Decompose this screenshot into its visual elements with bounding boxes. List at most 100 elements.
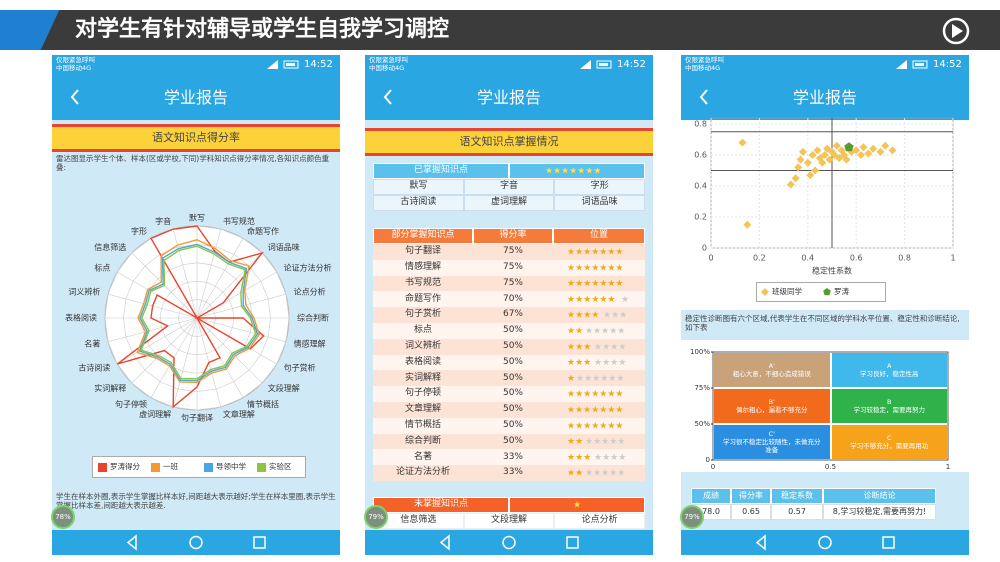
legend-swatch — [98, 463, 107, 472]
partial-rate: 67% — [473, 307, 553, 323]
partial-name: 表格阅读 — [373, 354, 473, 371]
partial-name: 句子赏析 — [373, 307, 473, 323]
partial-rate: 50% — [473, 354, 553, 371]
zone-cell: A 学习良好，稳定性高 — [830, 352, 948, 388]
partial-pos — [553, 259, 645, 276]
partial-name: 词义辨析 — [373, 338, 473, 355]
zone-text: 学习良好，稳定性高 — [860, 370, 919, 378]
legend-label: 罗涛得分 — [110, 462, 140, 471]
section-header: 语文知识点得分率 — [52, 124, 340, 152]
zone-cell: B' 偶尔粗心，漏看不够充分 — [713, 388, 831, 424]
partial-name: 情感理解 — [373, 259, 473, 276]
carrier: 仅限紧急呼叫 — [685, 56, 724, 64]
bottom-bar — [52, 530, 340, 555]
section-header: 语文知识点掌握情况 — [365, 128, 653, 156]
partial-rate: 50% — [473, 433, 553, 450]
legend-swatch — [151, 463, 160, 472]
unmastered-header: 未掌握知识点 — [373, 497, 509, 513]
zone-code: B' — [768, 397, 775, 406]
partial-name: 书写规范 — [373, 275, 473, 292]
result-cell: 78.0 — [691, 504, 731, 520]
mastered-item: 词语品味 — [554, 195, 645, 211]
partial-pos — [553, 386, 645, 402]
legend-label: 一班 — [163, 462, 178, 471]
zone-cell: B 学习较稳定，需要再努力 — [830, 388, 948, 424]
result-cell: 0.65 — [731, 504, 771, 520]
mastered-header: 已掌握知识点 — [373, 163, 509, 179]
partial-rate: 75% — [473, 244, 553, 260]
partial-name: 名著 — [373, 449, 473, 466]
unmastered-item: 文段理解 — [463, 513, 555, 529]
unmastered-item: 论点分析 — [554, 513, 645, 529]
result-header: 稳定系数 — [771, 488, 823, 504]
clock: 14:52 — [304, 59, 333, 70]
partial-name: 综合判断 — [373, 433, 473, 450]
partial-rate: 50% — [473, 370, 553, 387]
nav-bar — [365, 75, 653, 120]
result-header: 诊断结论 — [823, 488, 936, 504]
mastered-item: 字形 — [554, 179, 645, 195]
mastered-item: 默写 — [373, 179, 464, 195]
partial-name: 句子停顿 — [373, 386, 473, 402]
zone-text: 学习较稳定，需要再努力 — [853, 406, 926, 414]
partial-pos — [553, 244, 645, 260]
clock: 14:52 — [933, 59, 962, 70]
nav-title: 学业报告 — [163, 87, 228, 107]
partial-name: 实词解释 — [373, 370, 473, 387]
nav-title: 学业报告 — [476, 87, 541, 107]
partial-pos — [553, 275, 645, 292]
result-cell: 0.57 — [771, 504, 823, 520]
carrier: 中国移动4G — [369, 64, 405, 72]
partial-name: 论证方法分析 — [373, 465, 473, 481]
partial-name: 标点 — [373, 323, 473, 339]
nav-bar — [681, 75, 969, 120]
partial-pos — [553, 370, 645, 387]
partial-rate: 75% — [473, 259, 553, 276]
zone-text: 偶尔粗心，漏看不够充分 — [736, 406, 808, 414]
nav-bar — [52, 75, 340, 120]
zone-code: C' — [768, 429, 775, 438]
mastered-item: 虚词理解 — [463, 195, 555, 211]
zone-code: B — [887, 397, 892, 406]
nav-title: 学业报告 — [792, 87, 857, 107]
partial-rate: 50% — [473, 323, 553, 339]
legend-label: 导领中学 — [216, 462, 246, 471]
partial-pos — [553, 433, 645, 450]
zone-code: A — [887, 361, 892, 370]
partial-header: 得分率 — [473, 228, 553, 244]
result-header: 成绩 — [691, 488, 731, 504]
mastered-item: 字音 — [463, 179, 555, 195]
zone-text: 学习很不稳定比较随性，未做充分准备 — [723, 437, 821, 455]
bottom-bar — [681, 530, 969, 555]
partial-pos — [553, 323, 645, 339]
partial-header: 位置 — [553, 228, 645, 244]
partial-rate: 33% — [473, 465, 553, 481]
partial-name: 命题写作 — [373, 291, 473, 308]
legend-swatch — [257, 463, 266, 472]
header-title: 对学生有针对辅导或学生自我学习调控 — [75, 17, 450, 42]
zone-cell: A' 粗心大意，不细心造成错误 — [713, 352, 831, 388]
partial-pos — [553, 307, 645, 323]
carrier: 中国移动4G — [685, 64, 721, 72]
legend-swatch — [204, 463, 213, 472]
mastered-stars-bg — [509, 163, 645, 179]
legend — [756, 282, 886, 302]
zone-text: 学习不够充分，需要再用功 — [850, 442, 929, 450]
partial-rate: 50% — [473, 402, 553, 418]
carrier: 仅限紧急呼叫 — [56, 56, 95, 64]
result-cell: 8,学习较稳定,需要再努力! — [823, 504, 936, 520]
partial-name: 情节概括 — [373, 417, 473, 434]
unmastered-stars-bg — [509, 497, 645, 513]
zones-description: 稳定性诊断图有六个区域,代表学生在不同区域的学科水平位置、稳定性和诊断结论,如下… — [685, 314, 960, 333]
legend-label: 班级同学 — [772, 287, 802, 296]
partial-rate: 33% — [473, 449, 553, 466]
partial-name: 句子翻译 — [373, 244, 473, 260]
partial-pos — [553, 417, 645, 434]
description: 雷达图显示学生个体、样本(区或学校,下同)学科知识点得分率情况,各知识点颜色重叠… — [56, 154, 330, 173]
result-header: 得分率 — [731, 488, 771, 504]
header-bar — [40, 10, 1000, 50]
partial-pos — [553, 465, 645, 481]
carrier: 仅限紧急呼叫 — [369, 56, 408, 64]
zone-code: A' — [768, 361, 775, 370]
